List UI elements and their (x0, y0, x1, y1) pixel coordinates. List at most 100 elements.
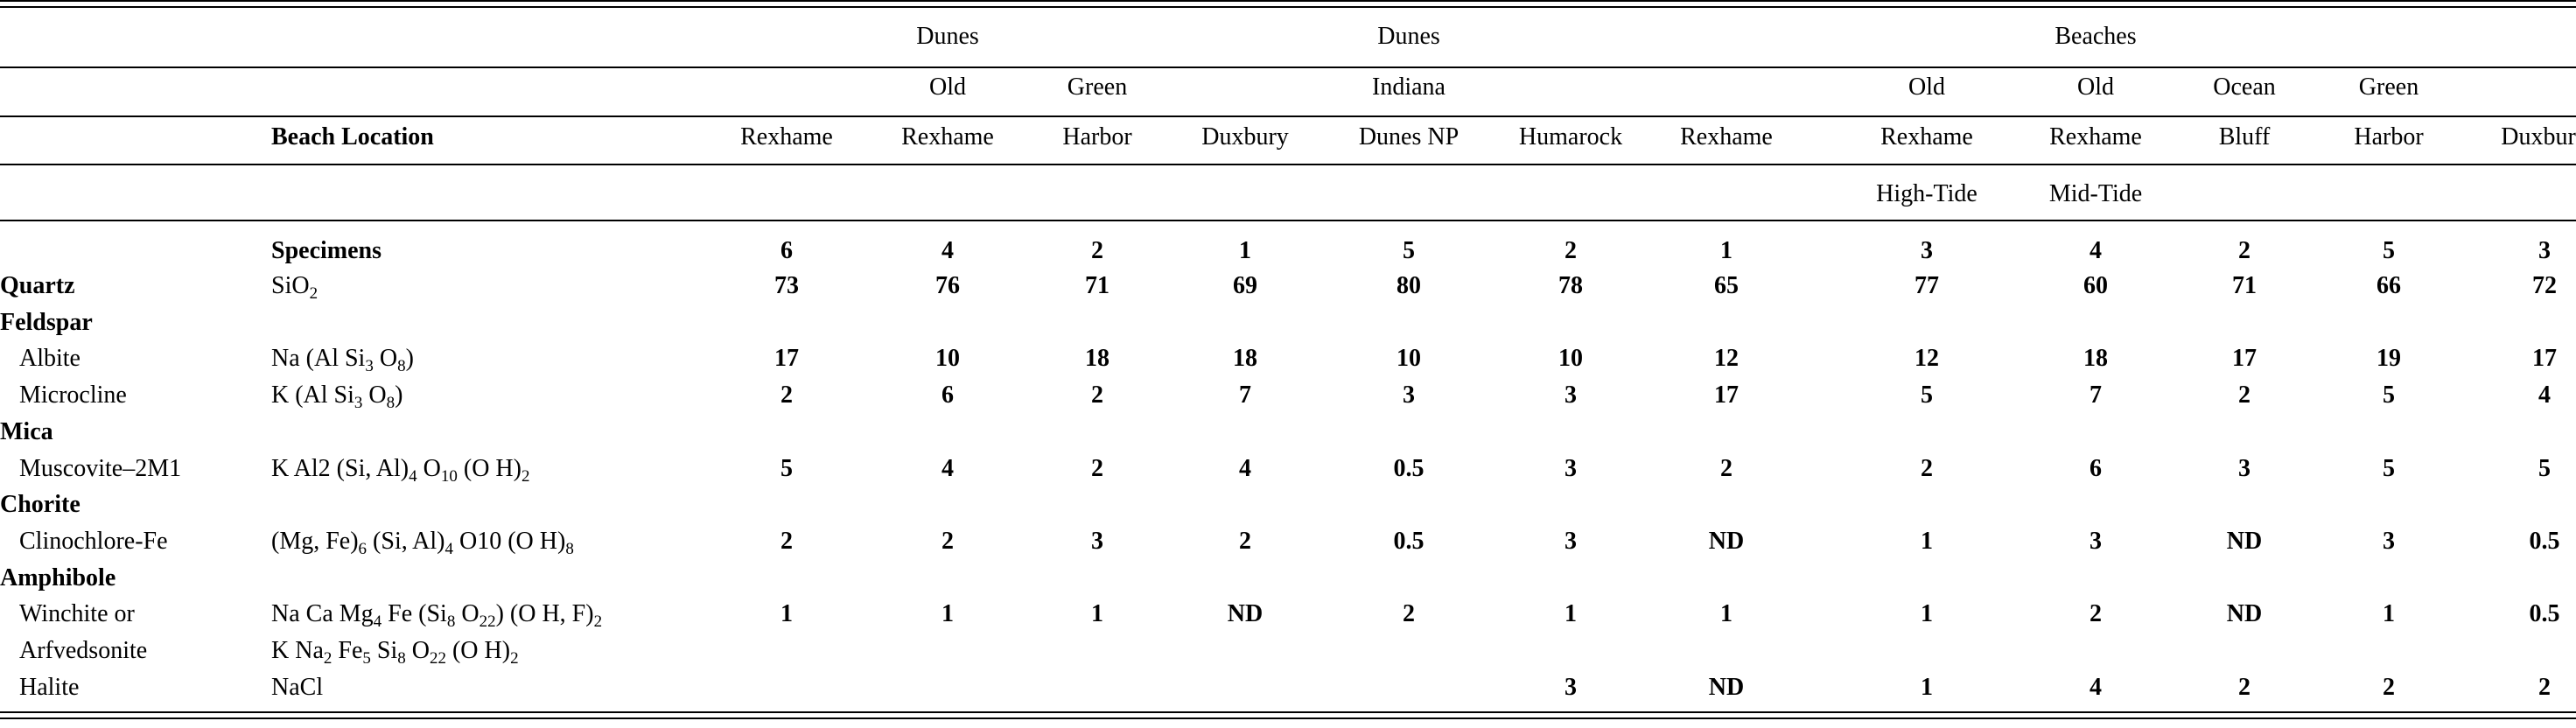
table-cell: 6 (942, 382, 954, 410)
table-cell: 3 (2383, 527, 2395, 555)
column-subheader: Ocean (2213, 74, 2276, 101)
beach-location-label: Beach Location (271, 123, 434, 150)
chemical-formula: NaCl (271, 673, 324, 701)
location-header: Harbor (1062, 123, 1132, 150)
table-cell: 60 (2083, 272, 2108, 299)
column-subheader: Old (929, 74, 966, 101)
mineral-name: Winchite or (19, 600, 135, 628)
table-cell: 3 (1091, 527, 1103, 555)
specimen-count: 4 (942, 237, 954, 264)
mineral-group-name: Quartz (0, 272, 75, 299)
location-header: Rexhame (1880, 123, 1973, 150)
table-cell: 5 (2538, 454, 2551, 482)
column-subheader: Green (1067, 74, 1128, 101)
table-cell: 5 (2383, 382, 2395, 410)
table-cell: 12 (1714, 345, 1739, 373)
table-cell: 2 (780, 527, 793, 555)
table-cell: 0.5 (2529, 527, 2560, 555)
table-cell: 10 (1558, 345, 1583, 373)
location-header: Rexhame (740, 123, 833, 150)
table-cell: 1 (2383, 600, 2395, 628)
table-cell: 19 (2376, 345, 2401, 373)
table-cell: 65 (1714, 272, 1739, 299)
table-cell: 18 (1233, 345, 1257, 373)
table-cell: 2 (2238, 382, 2250, 410)
table-cell: 0.5 (2529, 600, 2560, 628)
header-rule-2 (0, 116, 2576, 117)
table-cell: 2 (1921, 454, 1933, 482)
table-cell: ND (2226, 600, 2263, 628)
specimen-count: 4 (2090, 237, 2102, 264)
chemical-formula: Na (Al Si3 O8) (271, 345, 414, 376)
table-cell: 3 (1564, 454, 1577, 482)
table-cell: 4 (2538, 382, 2551, 410)
column-subheader: Green (2358, 74, 2419, 101)
table-cell: ND (1708, 673, 1745, 701)
table-cell: 2 (1403, 600, 1415, 628)
table-cell: 69 (1233, 272, 1257, 299)
specimen-count: 2 (1564, 237, 1577, 264)
table-cell: 3 (1564, 673, 1577, 701)
table-cell: 2 (1091, 382, 1103, 410)
location-header: Duxbury (1201, 123, 1289, 150)
table-cell: 73 (774, 272, 799, 299)
table-cell: 66 (2376, 272, 2401, 299)
table-cell: 2 (2538, 673, 2551, 701)
table-cell: ND (1708, 527, 1745, 555)
table-cell: 12 (1914, 345, 1939, 373)
bottom-rule-double (0, 718, 2576, 719)
table-cell: 5 (2383, 454, 2395, 482)
location-header: Rexhame (901, 123, 994, 150)
table-cell: 71 (2232, 272, 2257, 299)
table-cell: 72 (2532, 272, 2557, 299)
header-rule-1 (0, 66, 2576, 68)
table-cell: 0.5 (1393, 454, 1424, 482)
location-header: Harbor (2354, 123, 2424, 150)
table-cell: 18 (2083, 345, 2108, 373)
table-cell: 10 (935, 345, 960, 373)
specimen-count: 3 (1921, 237, 1933, 264)
table-cell: 18 (1085, 345, 1110, 373)
table-cell: 1 (1921, 527, 1933, 555)
chemical-formula: Na Ca Mg4 Fe (Si8 O22) (O H, F)2 (271, 600, 603, 632)
table-cell: 6 (2090, 454, 2102, 482)
table-cell: 3 (1564, 382, 1577, 410)
chemical-formula: K Al2 (Si, Al)4 O10 (O H)2 (271, 454, 530, 486)
group-header: Dunes (1377, 23, 1440, 50)
mineral-name: Halite (19, 673, 80, 701)
location-header: Duxbury (2501, 123, 2576, 150)
location-header: Rexhame (1680, 123, 1773, 150)
table-cell: 1 (942, 600, 954, 628)
table-cell: 2 (2238, 673, 2250, 701)
table-cell: 78 (1558, 272, 1583, 299)
chemical-formula: K Na2 Fe5 Si8 O22 (O H)2 (271, 637, 519, 668)
table-cell: 2 (1239, 527, 1251, 555)
table-cell: 1 (1921, 673, 1933, 701)
mineral-name: Arfvedsonite (19, 637, 148, 664)
table-cell: 76 (935, 272, 960, 299)
header-rule-3 (0, 164, 2576, 165)
group-header: Beaches (2054, 23, 2137, 50)
table-cell: 7 (1239, 382, 1251, 410)
group-header: Dunes (916, 23, 979, 50)
header-rule-4 (0, 220, 2576, 221)
table-cell: 7 (2090, 382, 2102, 410)
specimens-label: Specimens (271, 237, 382, 264)
table-cell: 17 (2532, 345, 2557, 373)
table-cell: 77 (1914, 272, 1939, 299)
top-rule-double (0, 6, 2576, 8)
specimen-count: 5 (2383, 237, 2395, 264)
table-cell: 4 (2090, 673, 2102, 701)
table-cell: 3 (1403, 382, 1415, 410)
tide-label: High-Tide (1876, 180, 1978, 207)
table-cell: 1 (1091, 600, 1103, 628)
specimen-count: 1 (1720, 237, 1732, 264)
location-header: Rexhame (2049, 123, 2142, 150)
table-cell: ND (2226, 527, 2263, 555)
table-cell: 4 (1239, 454, 1251, 482)
location-header: Humarock (1518, 123, 1623, 150)
specimen-count: 3 (2538, 237, 2551, 264)
column-subheader: Old (2077, 74, 2114, 101)
table-cell: 3 (2090, 527, 2102, 555)
table-cell: 5 (1921, 382, 1933, 410)
